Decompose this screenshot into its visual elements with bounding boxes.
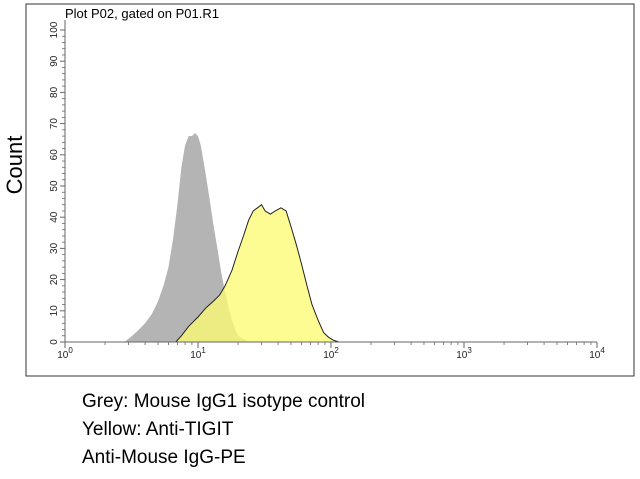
caption-line-grey: Grey: Mouse IgG1 isotype control	[82, 391, 366, 412]
histogram-series	[124, 133, 340, 343]
histogram-grey	[124, 133, 249, 342]
plot-border	[25, 3, 635, 377]
y-tick-label: 100	[49, 21, 60, 38]
x-tick-label: 102	[323, 346, 339, 361]
caption-line-yellow: Yellow: Anti-TIGIT	[82, 419, 234, 440]
x-tick-label: 101	[190, 346, 206, 361]
y-tick-label: 50	[49, 180, 60, 192]
y-tick-label: 80	[49, 86, 60, 98]
y-tick-label: 60	[49, 149, 60, 161]
y-tick-label: 30	[49, 242, 60, 254]
plot-title: Plot P02, gated on P01.R1	[65, 6, 219, 21]
caption-line-conjugate: Anti-Mouse IgG-PE	[82, 447, 246, 468]
y-tick-label: 70	[49, 118, 60, 130]
axes: 0 10 20 30 40 50 60 70 80 90 100 100 101 102 103 104	[49, 20, 605, 361]
plot-frame	[25, 3, 635, 377]
x-tick-label: 103	[456, 346, 472, 361]
y-tick-label: 20	[49, 274, 60, 286]
x-tick-label: 104	[589, 346, 605, 361]
histogram-yellow	[174, 203, 340, 343]
y-tick-label: 40	[49, 211, 60, 223]
y-tick-label: 90	[49, 55, 60, 67]
figure-caption: Grey: Mouse IgG1 isotype control Yellow:…	[82, 388, 365, 472]
y-tick-label: 10	[49, 305, 60, 317]
y-tick-label: 0	[49, 339, 60, 345]
x-tick-label: 100	[57, 346, 73, 361]
y-axis-title: Count	[2, 136, 27, 195]
